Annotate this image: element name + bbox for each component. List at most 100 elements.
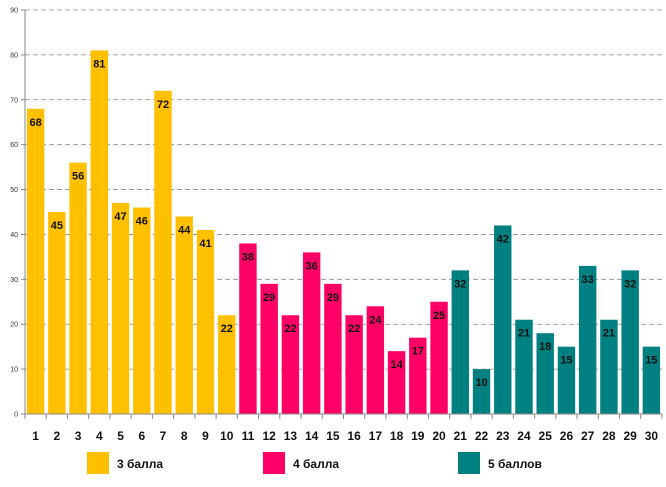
bar	[472, 369, 491, 414]
bar	[557, 346, 576, 414]
data-label: 15	[645, 355, 657, 367]
bar	[366, 306, 385, 414]
data-label: 32	[454, 278, 466, 290]
data-label: 44	[178, 224, 191, 236]
data-label: 25	[433, 310, 445, 322]
y-tick-label: 60	[10, 142, 18, 149]
bar	[281, 315, 300, 414]
y-tick-label: 80	[10, 52, 18, 59]
data-label: 45	[51, 220, 63, 232]
bar	[218, 315, 236, 414]
bar	[494, 225, 512, 414]
x-tick-label: 22	[475, 429, 489, 443]
bar	[536, 333, 554, 414]
data-label: 41	[199, 238, 211, 250]
bar	[260, 283, 278, 414]
data-label: 42	[497, 233, 509, 245]
x-tick-label: 17	[369, 429, 383, 443]
y-tick-label: 30	[10, 277, 18, 284]
x-tick-label: 18	[390, 429, 404, 443]
x-tick-label: 13	[284, 429, 298, 443]
bar	[69, 162, 87, 414]
bar	[324, 283, 342, 414]
x-tick-label: 4	[96, 429, 103, 443]
legend-label: 3 балла	[117, 457, 163, 471]
y-tick-label: 50	[10, 187, 18, 194]
legend-swatch	[87, 452, 109, 474]
x-tick-label: 16	[347, 429, 361, 443]
data-label: 17	[412, 346, 424, 358]
data-label: 72	[157, 99, 169, 111]
bar	[578, 265, 597, 414]
legend-label: 5 баллов	[488, 457, 542, 471]
x-tick-label: 26	[560, 429, 574, 443]
data-label: 29	[327, 292, 339, 304]
data-label: 33	[582, 274, 594, 286]
x-tick-label: 30	[645, 429, 659, 443]
bar	[451, 270, 469, 414]
data-label: 15	[560, 355, 572, 367]
data-label: 81	[93, 58, 105, 70]
x-axis: 1 2 3 4 5 6 7 8 9 10 11 12 13 14 15 16 17 18 19 20 21 22 23 24 2…	[24, 413, 663, 443]
bar	[387, 351, 406, 414]
x-tick-label: 2	[54, 429, 61, 443]
x-tick-label: 25	[539, 429, 553, 443]
x-tick-label: 9	[202, 429, 209, 443]
x-tick-label: 10	[220, 429, 234, 443]
gridlines	[25, 9, 662, 370]
x-tick-label: 15	[326, 429, 340, 443]
x-tick-label: 24	[517, 429, 531, 443]
x-tick-label: 20	[432, 429, 446, 443]
x-tick-label: 27	[581, 429, 595, 443]
data-label: 24	[369, 314, 382, 326]
y-tick-label: 0	[14, 412, 18, 419]
bar	[196, 229, 215, 414]
y-tick-label: 90	[10, 8, 18, 15]
bar	[133, 207, 151, 414]
data-label: 22	[348, 323, 360, 335]
data-label: 38	[242, 251, 254, 263]
bar	[642, 346, 661, 414]
x-tick-label: 5	[117, 429, 124, 443]
data-label: 32	[624, 278, 636, 290]
y-tick-label: 40	[10, 232, 18, 239]
bars: 68 45 56 81 47 46 72 44 41 22 38 29 22 36 29 22 24 14 17 25…	[26, 50, 661, 415]
x-tick-label: 28	[602, 429, 616, 443]
x-tick-label: 23	[496, 429, 510, 443]
x-tick-label: 29	[623, 429, 637, 443]
y-tick-label: 70	[10, 97, 18, 104]
data-label: 47	[114, 211, 126, 223]
data-label: 46	[136, 216, 148, 228]
x-tick-label: 14	[305, 429, 319, 443]
data-label: 21	[603, 328, 615, 340]
bar	[621, 270, 639, 414]
y-tick-label: 20	[10, 322, 18, 329]
x-tick-label: 6	[138, 429, 145, 443]
data-label: 14	[390, 359, 403, 371]
bar	[239, 243, 257, 414]
data-label: 29	[263, 292, 275, 304]
data-label: 10	[475, 377, 487, 389]
data-label: 18	[539, 341, 551, 353]
legend-swatch	[263, 452, 285, 474]
bar	[90, 50, 109, 415]
bar	[26, 108, 45, 414]
data-label: 68	[29, 117, 41, 129]
y-axis: 0 10 20 30 40 50 60 70 80 90	[10, 8, 26, 419]
data-label: 36	[306, 260, 318, 272]
bar	[409, 337, 427, 414]
x-tick-label: 3	[75, 429, 82, 443]
bar	[430, 301, 448, 414]
data-label: 56	[72, 171, 84, 183]
bar	[175, 216, 193, 414]
bar	[48, 212, 66, 414]
bar	[345, 315, 363, 414]
x-tick-label: 1	[32, 429, 39, 443]
bar	[111, 203, 130, 414]
x-tick-label: 21	[454, 429, 468, 443]
data-label: 21	[518, 328, 530, 340]
x-tick-label: 12	[263, 429, 277, 443]
data-label: 22	[221, 323, 233, 335]
x-tick-label: 19	[411, 429, 425, 443]
